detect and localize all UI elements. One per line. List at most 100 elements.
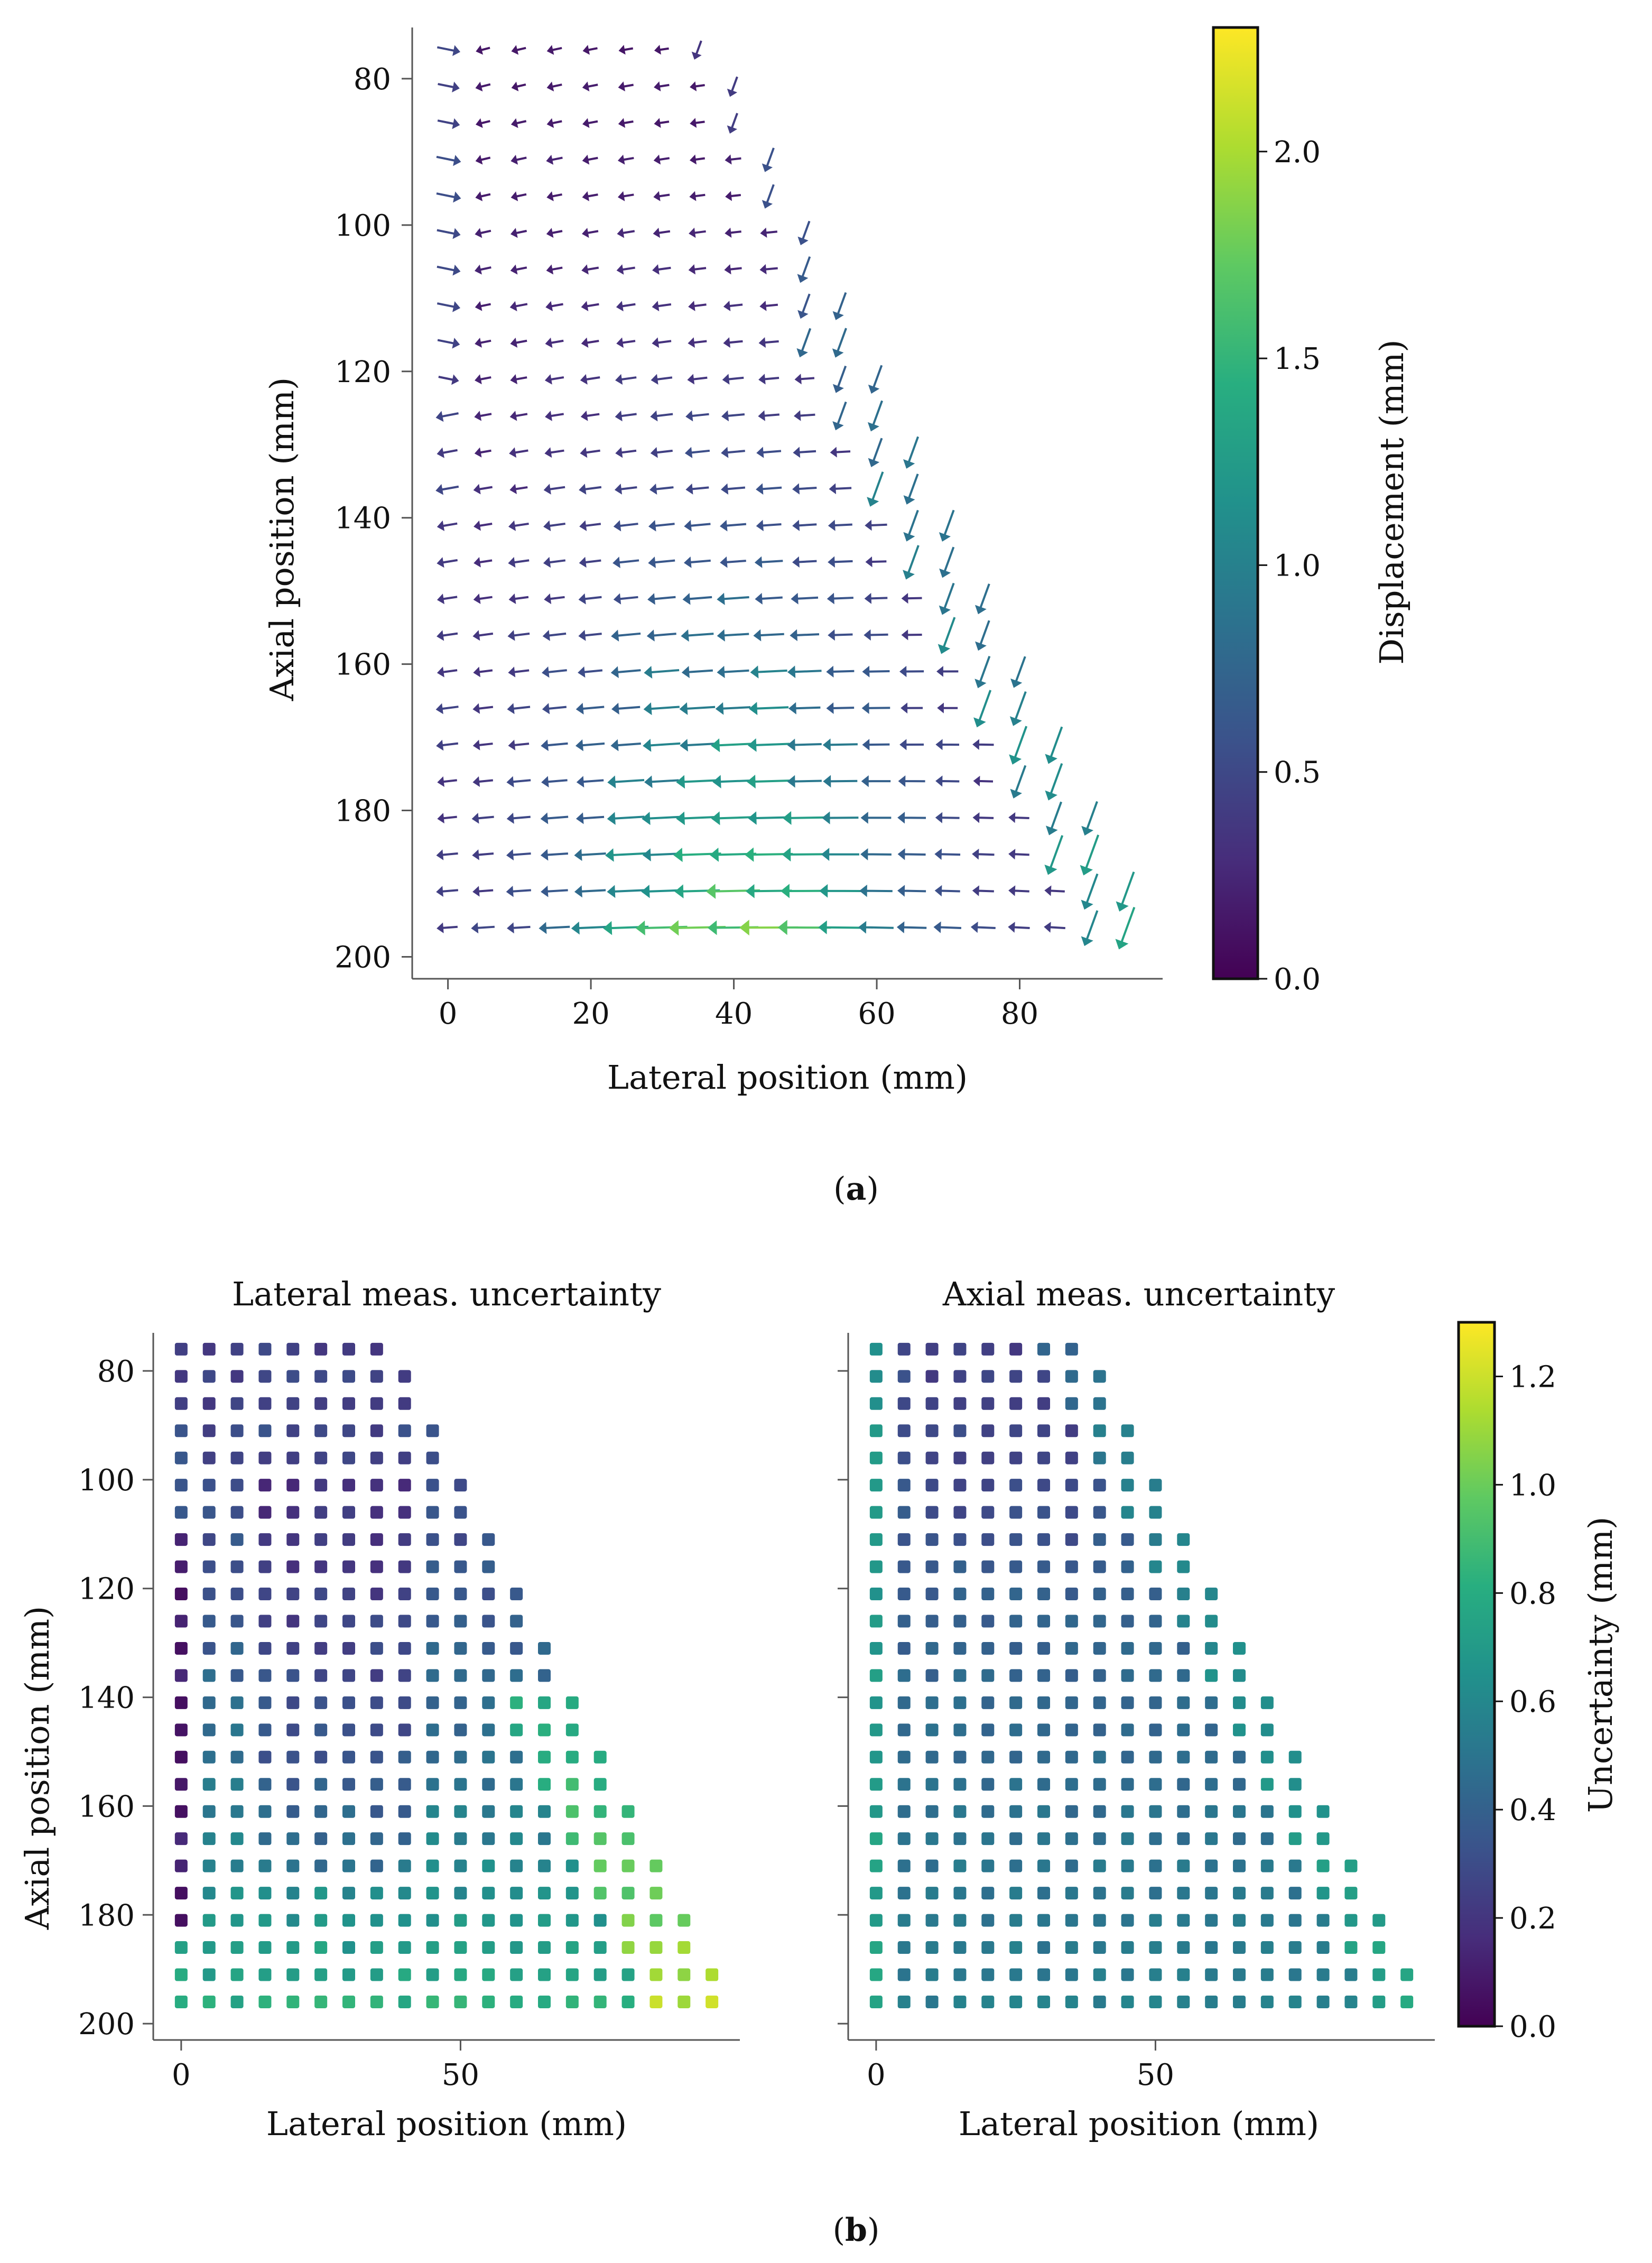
uncertainty-point	[342, 1615, 355, 1628]
uncertainty-point	[706, 1968, 719, 1981]
displacement-arrow	[818, 920, 862, 934]
displacement-arrow	[791, 592, 819, 605]
displacement-arrow	[475, 154, 491, 165]
uncertainty-point	[1316, 1805, 1330, 1818]
uncertainty-point	[258, 1669, 272, 1682]
displacement-arrow	[472, 776, 494, 787]
displacement-arrow	[756, 520, 782, 532]
uncertainty-point	[258, 1750, 272, 1764]
uncertainty-point	[1121, 1424, 1134, 1437]
uncertainty-point	[454, 1859, 467, 1872]
uncertainty-point	[1260, 1696, 1274, 1709]
displacement-arrow	[787, 665, 822, 679]
uncertainty-point	[869, 1669, 883, 1682]
uncertainty-point	[1121, 1832, 1134, 1845]
displacement-arrow	[472, 703, 494, 714]
uncertainty-point	[897, 1805, 911, 1818]
uncertainty-point	[593, 1750, 607, 1764]
displacement-arrow	[648, 557, 675, 568]
displacement-arrow	[829, 483, 852, 495]
uncertainty-point	[1205, 1615, 1218, 1628]
uncertainty-point	[510, 1941, 523, 1954]
uncertainty-point	[426, 1615, 439, 1628]
uncertainty-point	[1205, 1641, 1218, 1655]
uncertainty-point	[1288, 1859, 1302, 1872]
displacement-arrow	[721, 410, 745, 422]
uncertainty-point	[1149, 1941, 1162, 1954]
uncertainty-point	[230, 1914, 244, 1927]
displacement-arrow	[618, 81, 634, 91]
uncertainty-point	[342, 1778, 355, 1791]
uncertainty-point	[370, 1778, 383, 1791]
uncertainty-point	[202, 1479, 216, 1492]
uncertainty-point	[202, 1615, 216, 1628]
caption-close: )	[866, 1171, 878, 1208]
displacement-arrow	[473, 484, 493, 495]
uncertainty-point	[1316, 1887, 1330, 1900]
uncertainty-point	[897, 1560, 911, 1573]
uncertainty-point	[510, 1588, 523, 1601]
uncertainty-point	[1009, 1397, 1023, 1410]
uncertainty-point	[953, 1560, 967, 1573]
uncertainty-point	[202, 1859, 216, 1872]
uncertainty-point	[565, 1723, 579, 1737]
displacement-arrow	[437, 45, 461, 56]
uncertainty-point	[230, 1451, 244, 1464]
uncertainty-point	[925, 1859, 939, 1872]
displacement-arrow	[1010, 656, 1026, 688]
uncertainty-point	[1149, 1887, 1162, 1900]
uncertainty-point	[510, 1887, 523, 1900]
displacement-arrow	[903, 436, 920, 469]
uncertainty-point	[981, 1370, 995, 1383]
uncertainty-point	[1149, 1723, 1162, 1737]
uncertainty-point	[342, 1723, 355, 1737]
displacement-arrow	[711, 811, 755, 826]
displacement-arrow	[1008, 849, 1029, 860]
uncertainty-point	[953, 1968, 967, 1981]
uncertainty-point	[202, 1451, 216, 1464]
uncertainty-point	[1177, 1968, 1190, 1981]
displacement-arrow	[506, 776, 531, 787]
uncertainty-point	[565, 1832, 579, 1845]
uncertainty-point	[510, 1832, 523, 1845]
uncertainty-point	[869, 1805, 883, 1818]
uncertainty-point	[286, 1588, 300, 1601]
uncertainty-point	[869, 1533, 883, 1546]
uncertainty-point	[1065, 1342, 1078, 1356]
uncertainty-point	[1037, 1914, 1050, 1927]
displacement-arrow	[613, 593, 638, 605]
displacement-arrow	[903, 509, 919, 542]
uncertainty-point	[953, 1641, 967, 1655]
uncertainty-point	[286, 1887, 300, 1900]
uncertainty-point	[1009, 1723, 1023, 1737]
uncertainty-point	[953, 1887, 967, 1900]
quiver-panel: 0 20 40 60 80 80 100 120 140 160 180 200 Lateral po…	[263, 26, 1411, 1097]
colorbar-tick-label: 0.2	[1509, 1902, 1556, 1936]
uncertainty-point	[869, 1968, 883, 1981]
uncertainty-point	[981, 1397, 995, 1410]
uncertainty-point	[174, 1397, 188, 1410]
x-tick-label: 40	[715, 997, 753, 1031]
displacement-arrow	[939, 546, 955, 578]
caption-open: (	[833, 2212, 845, 2249]
y-tick-label: 120	[335, 355, 391, 389]
uncertainty-point	[621, 1968, 635, 1981]
uncertainty-point	[174, 1506, 188, 1519]
displacement-arrow	[1044, 922, 1065, 933]
uncertainty-point	[1037, 1778, 1050, 1791]
uncertainty-point	[925, 1914, 939, 1927]
uncertainty-point	[258, 1641, 272, 1655]
uncertainty-point	[1093, 1669, 1106, 1682]
uncertainty-point	[510, 1696, 523, 1709]
uncertainty-point	[538, 1941, 551, 1954]
displacement-arrow	[687, 374, 708, 385]
uncertainty-point	[174, 1588, 188, 1601]
uncertainty-point	[342, 1506, 355, 1519]
displacement-arrow	[711, 738, 755, 753]
uncertainty-point	[1093, 1859, 1106, 1872]
uncertainty-point	[925, 1669, 939, 1682]
displacement-arrow	[867, 400, 883, 432]
uncertainty-point	[706, 1995, 719, 2008]
y-tick-label: 200	[78, 2007, 135, 2042]
displacement-arrow	[679, 702, 716, 715]
